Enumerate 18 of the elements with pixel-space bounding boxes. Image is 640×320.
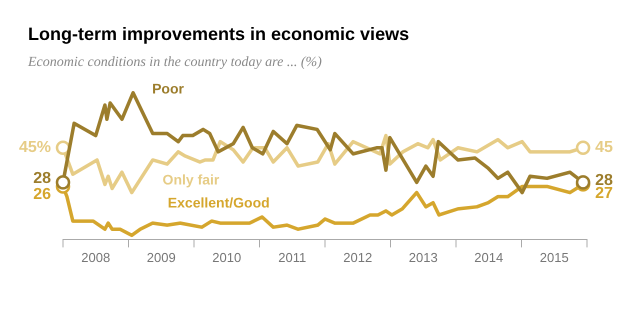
- x-tick-label: 2010: [212, 250, 242, 265]
- data-label: 45: [595, 139, 613, 156]
- x-tick-label: 2012: [343, 250, 372, 265]
- series-label: Excellent/Good: [168, 194, 270, 210]
- x-tick-label: 2014: [474, 250, 504, 265]
- x-tick-label: 2015: [540, 250, 569, 265]
- x-tick-label: 2008: [81, 250, 110, 265]
- series-label: Only fair: [162, 172, 220, 188]
- data-label: 28: [33, 170, 52, 187]
- data-label: 27: [595, 184, 613, 202]
- series-label: Poor: [152, 80, 185, 96]
- x-tick-label: 2013: [408, 250, 438, 265]
- data-label: 45%: [18, 139, 51, 156]
- chart-subtitle: Economic conditions in the country today are ... (%): [28, 55, 322, 71]
- chart-title: Long-term improvements in economic views: [28, 24, 410, 45]
- x-tick-label: 2009: [146, 250, 176, 265]
- x-tick-label: 2011: [278, 250, 306, 265]
- data-label: 26: [33, 186, 52, 203]
